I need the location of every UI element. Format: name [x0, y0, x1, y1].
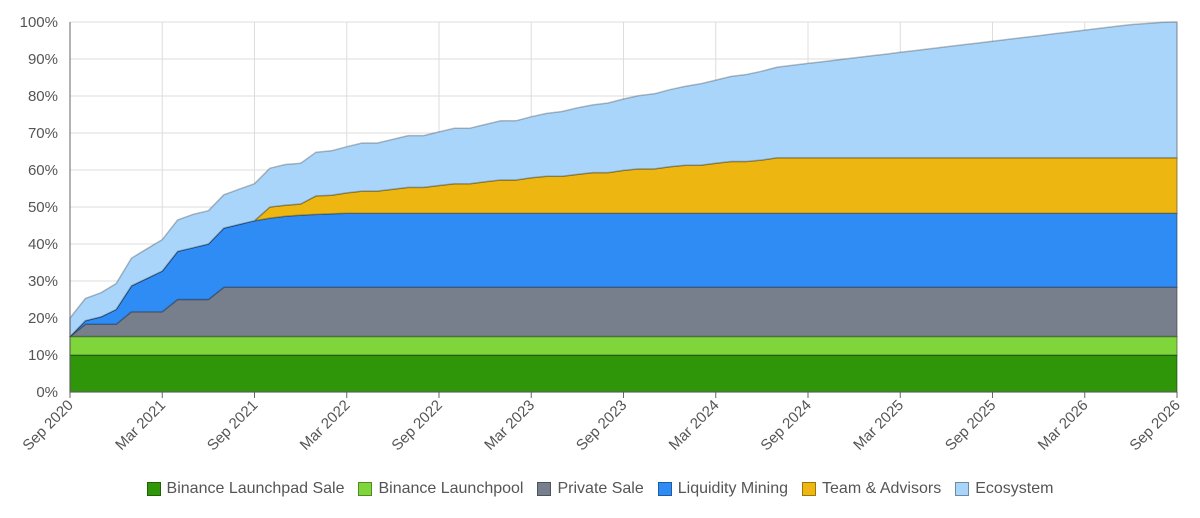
- y-tick-label: 60%: [28, 162, 58, 179]
- legend-label: Private Sale: [557, 480, 644, 497]
- legend-label: Liquidity Mining: [677, 480, 789, 497]
- x-tick-label: Mar 2026: [1035, 397, 1092, 454]
- y-tick-label: 10%: [28, 347, 58, 364]
- x-tick-label: Sep 2022: [388, 397, 445, 454]
- legend-item-binance-launchpool[interactable]: Binance Launchpool: [358, 480, 523, 498]
- chart-axes: [69, 22, 1177, 393]
- chart-legend: Binance Launchpad Sale Binance Launchpool…: [0, 480, 1200, 498]
- x-tick-label: Sep 2020: [19, 397, 76, 454]
- legend-label: Binance Launchpool: [378, 480, 524, 497]
- x-tick-label: Mar 2023: [481, 397, 538, 454]
- x-tick-labels: Sep 2020 Mar 2021 Sep 2021 Mar 2022 Sep 2022…: [19, 397, 1183, 454]
- legend-label: Binance Launchpad Sale: [166, 480, 345, 497]
- x-tick-label: Mar 2022: [297, 397, 354, 454]
- legend-item-liquidity-mining[interactable]: Liquidity Mining: [657, 480, 789, 498]
- legend-item-binance-launchpad-sale[interactable]: Binance Launchpad Sale: [146, 480, 345, 498]
- x-tick-label: Sep 2021: [204, 397, 261, 454]
- legend-label: Team & Advisors: [822, 480, 942, 497]
- x-tick-label: Sep 2025: [942, 397, 999, 454]
- area-binance-launchpad-sale: [69, 354, 1178, 393]
- x-tick-label: Sep 2026: [1126, 397, 1183, 454]
- y-tick-label: 90%: [28, 51, 58, 68]
- y-tick-label: 20%: [28, 310, 58, 327]
- legend-item-ecosystem[interactable]: Ecosystem: [955, 480, 1053, 498]
- legend-swatch: [802, 482, 817, 496]
- y-tick-label: 0%: [36, 384, 58, 401]
- chart-areas: [69, 21, 1178, 393]
- area-binance-launchpool: [69, 335, 1178, 356]
- area-private-sale: [69, 286, 1178, 338]
- x-tick-label: Mar 2024: [666, 397, 723, 454]
- legend-swatch: [955, 482, 970, 496]
- y-tick-label: 70%: [28, 125, 58, 142]
- x-tick-label: Mar 2021: [112, 397, 169, 454]
- legend-item-private-sale[interactable]: Private Sale: [537, 480, 644, 498]
- y-tick-label: 30%: [28, 273, 58, 290]
- x-tick-label: Mar 2025: [850, 397, 907, 454]
- x-tick-label: Sep 2024: [757, 397, 814, 454]
- legend-swatch: [537, 482, 552, 496]
- x-tick-label: Sep 2023: [573, 397, 630, 454]
- legend-swatch: [146, 482, 161, 496]
- legend-swatch: [657, 482, 672, 496]
- legend-label: Ecosystem: [975, 480, 1054, 497]
- area-ecosystem: [69, 21, 1178, 338]
- y-tick-label: 40%: [28, 236, 58, 253]
- y-tick-labels: 0% 10% 20% 30% 40% 50% 60% 70% 80% 90% 100%: [20, 14, 58, 401]
- legend-swatch: [358, 482, 373, 496]
- y-tick-label: 100%: [20, 14, 58, 31]
- y-tick-label: 50%: [28, 199, 58, 216]
- legend-item-team-advisors[interactable]: Team & Advisors: [802, 480, 941, 498]
- y-tick-label: 80%: [28, 88, 58, 105]
